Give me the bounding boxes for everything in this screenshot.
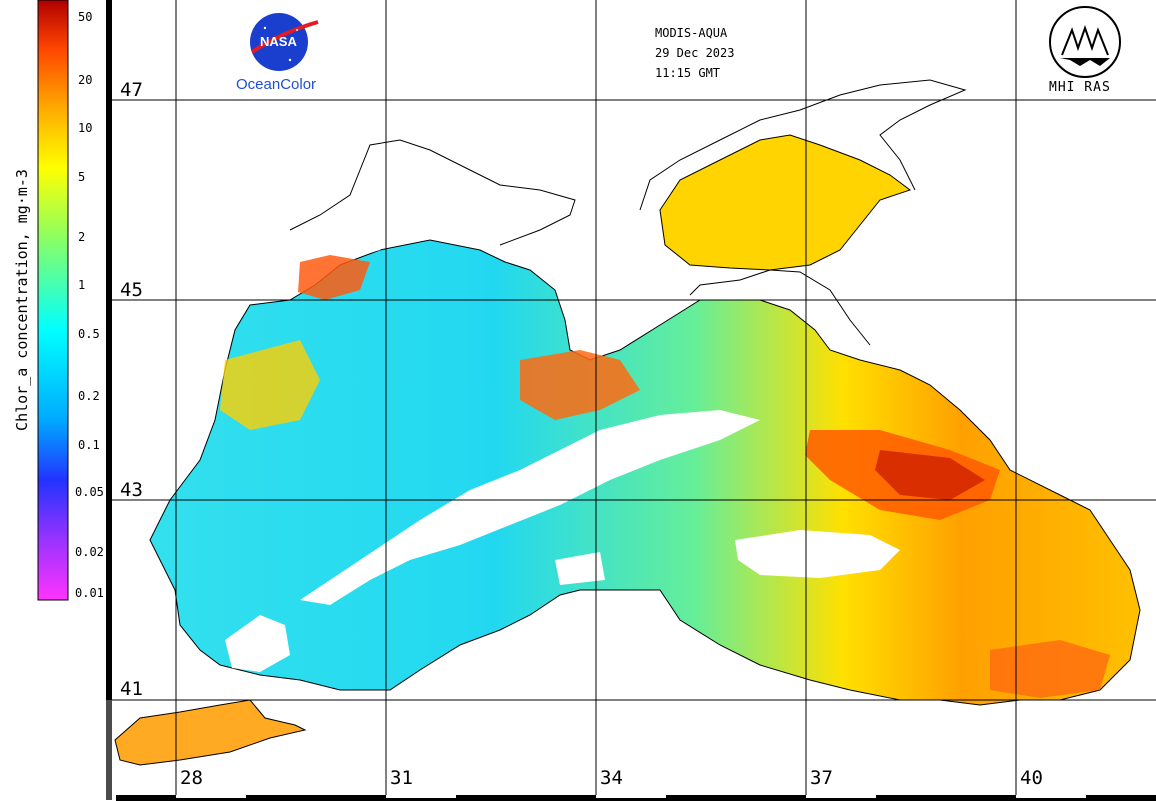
mhi-ras-caption: MHI RAS: [1049, 80, 1111, 95]
no-data-band-central: [300, 410, 760, 605]
colorbar-gradient: [37, 0, 69, 601]
bloom-west-coast: [220, 340, 320, 430]
bloom-northwest-shelf: [298, 255, 370, 300]
longitude-label: 34: [600, 767, 623, 789]
date-label: 29 Dec 2023: [655, 46, 735, 60]
mhi-ras-logo: [1049, 6, 1121, 78]
latitude-label: 45: [120, 279, 143, 301]
frame-scale-left-lower: [106, 700, 112, 800]
colorbar-tick: 0.02: [75, 545, 104, 559]
colorbar-tick: 50: [78, 10, 93, 24]
nasa-logo: [250, 13, 319, 71]
latitude-label: 43: [120, 479, 143, 501]
colorbar-tick: 0.2: [78, 389, 100, 403]
latitude-label: 47: [120, 79, 143, 101]
longitude-label: 37: [810, 767, 833, 789]
longitude-label: 28: [180, 767, 203, 789]
no-data-patch-south: [555, 552, 605, 585]
no-data-patch-east: [735, 530, 900, 578]
sea-azov: [659, 134, 912, 271]
graticule: [112, 0, 1156, 801]
frame-scale-left: [106, 0, 112, 700]
colorbar-tick: 20: [78, 73, 93, 87]
sensor-label: MODIS-AQUA: [655, 26, 728, 40]
latitude-label: 41: [120, 678, 143, 700]
nasa-oceancolor-caption: OceanColor: [236, 76, 317, 93]
colorbar-tick: 0.01: [75, 586, 104, 600]
sea-marmara: [114, 699, 307, 766]
colorbar-tick: 0.1: [78, 438, 100, 452]
bloom-crimea: [520, 350, 640, 420]
colorbar-title: Chlor_a concentration, mg·m-3: [13, 169, 31, 431]
coastline-north: [289, 139, 576, 246]
no-data-patch-west: [225, 615, 290, 672]
coastline-azov-north: [639, 79, 967, 211]
longitude-label: 31: [390, 767, 413, 789]
colorbar-tick: 0.05: [75, 485, 104, 499]
sea-main: [149, 239, 1141, 706]
time-label: 11:15 GMT: [655, 66, 721, 80]
bloom-southeast-coast: [990, 640, 1110, 698]
colorbar-tick: 0.5: [78, 327, 100, 341]
nasa-logo-text: NASA: [260, 34, 297, 49]
colorbar-tick: 10: [78, 121, 93, 135]
colorbar-tick: 2: [78, 230, 86, 244]
colorbar-tick: 1: [78, 278, 86, 292]
bloom-east-core: [875, 450, 985, 500]
frame-scale-bottom: [116, 795, 1156, 801]
no-data-patch-northwest: [300, 215, 400, 262]
longitude-label: 40: [1020, 767, 1043, 789]
colorbar-tick: 5: [78, 170, 86, 184]
coastline-kerch: [689, 269, 871, 346]
